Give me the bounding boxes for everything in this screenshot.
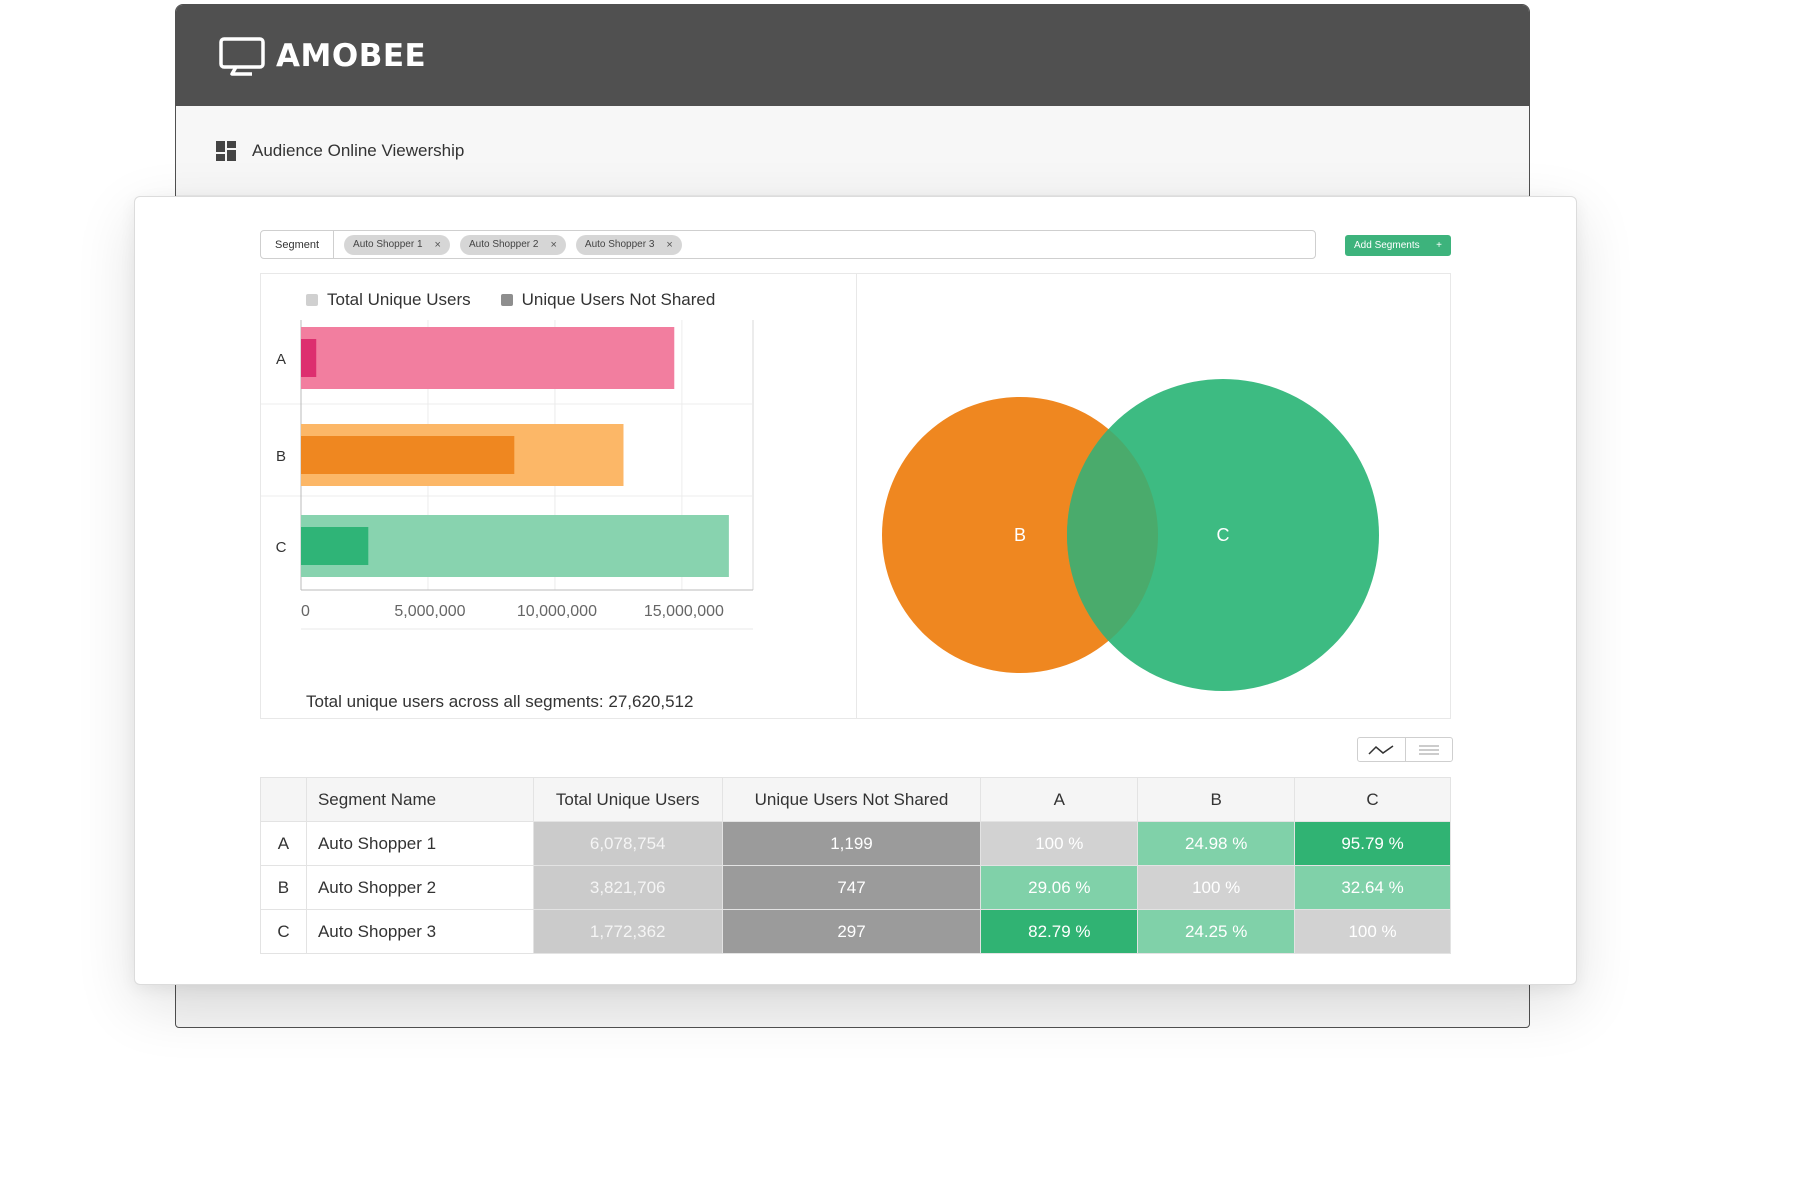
total-users-cell: 3,821,706 (532, 865, 723, 910)
add-segments-button[interactable]: Add Segments + (1345, 235, 1451, 256)
venn-label-c: C (1217, 525, 1230, 545)
overlap-cell-b: 24.25 % (1137, 909, 1296, 954)
overlap-report-card: Segment Auto Shopper 1 × Auto Shopper 2 … (134, 196, 1577, 985)
venn-label-b: B (1014, 525, 1026, 545)
header-unique-not-shared[interactable]: Unique Users Not Shared (721, 777, 982, 822)
table-row: B Auto Shopper 2 3,821,706 747 29.06 % 1… (260, 865, 1451, 910)
header-segment-name[interactable]: Segment Name (305, 777, 534, 822)
view-toggle[interactable] (1357, 737, 1453, 762)
legend-label: Unique Users Not Shared (521, 290, 716, 309)
overlap-cell-c: 32.64 % (1294, 865, 1451, 910)
category-label: C (276, 539, 287, 556)
x-tick-label: 10,000,000 (517, 603, 597, 620)
segment-chip[interactable]: Auto Shopper 1 × (344, 234, 450, 255)
chart-view-button[interactable] (1358, 738, 1405, 761)
table-view-button[interactable] (1404, 738, 1453, 761)
x-tick-label: 15,000,000 (644, 603, 724, 620)
page-title: Audience Online Viewership (252, 140, 465, 160)
overlap-table: Segment Name Total Unique Users Unique U… (260, 777, 1451, 954)
header-b[interactable]: B (1137, 777, 1296, 822)
segment-label: Segment (261, 231, 335, 258)
monitor-icon (219, 36, 265, 76)
segment-name-cell: Auto Shopper 2 (305, 865, 534, 910)
segment-name-cell: Auto Shopper 3 (305, 909, 534, 954)
category-label: A (276, 351, 286, 368)
overlap-cell-c: 100 % (1294, 909, 1451, 954)
legend-label: Total Unique Users (327, 290, 471, 309)
bar-chart: A B C 0 5,000,000 10,000,000 15,000,000 (261, 320, 754, 630)
overlap-cell-a: 100 % (980, 821, 1139, 866)
overlap-cell-c: 95.79 % (1294, 821, 1451, 866)
list-icon (1418, 745, 1439, 754)
venn-circle-c (1067, 379, 1379, 691)
dashboard-grid-icon (216, 140, 236, 161)
x-tick-label: 5,000,000 (394, 603, 465, 620)
overlap-cell-a: 29.06 % (980, 865, 1139, 910)
legend-item-not-shared: Unique Users Not Shared (500, 290, 716, 310)
total-users-cell: 1,772,362 (532, 909, 723, 954)
row-index: A (260, 821, 307, 866)
not-shared-cell: 747 (721, 865, 982, 910)
brand-logo-text: AMOBEE (276, 37, 427, 74)
panel-divider (856, 274, 857, 718)
total-users-cell: 6,078,754 (532, 821, 723, 866)
bar-total-unique-users (301, 327, 675, 389)
overlap-cell-b: 24.98 % (1137, 821, 1296, 866)
bar-total-unique-users (301, 515, 729, 577)
segment-chip-label: Auto Shopper 3 (584, 239, 655, 250)
segment-chip[interactable]: Auto Shopper 3 × (575, 234, 682, 255)
segment-selector[interactable]: Segment Auto Shopper 1 × Auto Shopper 2 … (260, 230, 1316, 259)
table-header-row: Segment Name Total Unique Users Unique U… (260, 777, 1451, 822)
table-row: C Auto Shopper 3 1,772,362 297 82.79 % 2… (260, 909, 1451, 954)
row-index: C (260, 909, 307, 954)
header-index (260, 777, 307, 822)
row-index: B (260, 865, 307, 910)
legend-swatch (500, 294, 513, 306)
bar-unique-not-shared (301, 527, 369, 565)
chart-legend: Total Unique Users Unique Users Not Shar… (306, 290, 715, 310)
segment-name-cell: Auto Shopper 1 (305, 821, 534, 866)
legend-swatch (306, 294, 318, 306)
bar-unique-not-shared (301, 339, 317, 377)
table-row: A Auto Shopper 1 6,078,754 1,199 100 % 2… (260, 821, 1451, 866)
total-users-summary: Total unique users across all segments: … (306, 692, 694, 711)
add-segments-label: Add Segments (1354, 240, 1420, 251)
segment-chip-label: Auto Shopper 2 (468, 239, 539, 250)
segment-chip-label: Auto Shopper 1 (353, 239, 423, 250)
category-label: B (276, 448, 286, 465)
remove-chip-icon[interactable]: × (550, 238, 557, 251)
chart-panel: Total Unique Users Unique Users Not Shar… (260, 273, 1451, 719)
header-a[interactable]: A (980, 777, 1139, 822)
header-c[interactable]: C (1294, 777, 1451, 822)
line-chart-icon (1368, 744, 1394, 755)
legend-item-total: Total Unique Users (306, 290, 471, 310)
remove-chip-icon[interactable]: × (434, 238, 441, 251)
overlap-cell-a: 82.79 % (980, 909, 1139, 954)
x-tick-label: 0 (301, 603, 310, 620)
header-total-unique-users[interactable]: Total Unique Users (532, 777, 723, 822)
not-shared-cell: 1,199 (721, 821, 982, 866)
bar-unique-not-shared (301, 436, 515, 474)
remove-chip-icon[interactable]: × (666, 238, 673, 251)
page-subheader: Audience Online Viewership (176, 106, 1529, 196)
not-shared-cell: 297 (721, 909, 982, 954)
segment-chip[interactable]: Auto Shopper 2 × (459, 234, 566, 255)
plus-icon: + (1436, 240, 1442, 251)
overlap-cell-b: 100 % (1137, 865, 1296, 910)
app-header: AMOBEE (176, 5, 1529, 106)
